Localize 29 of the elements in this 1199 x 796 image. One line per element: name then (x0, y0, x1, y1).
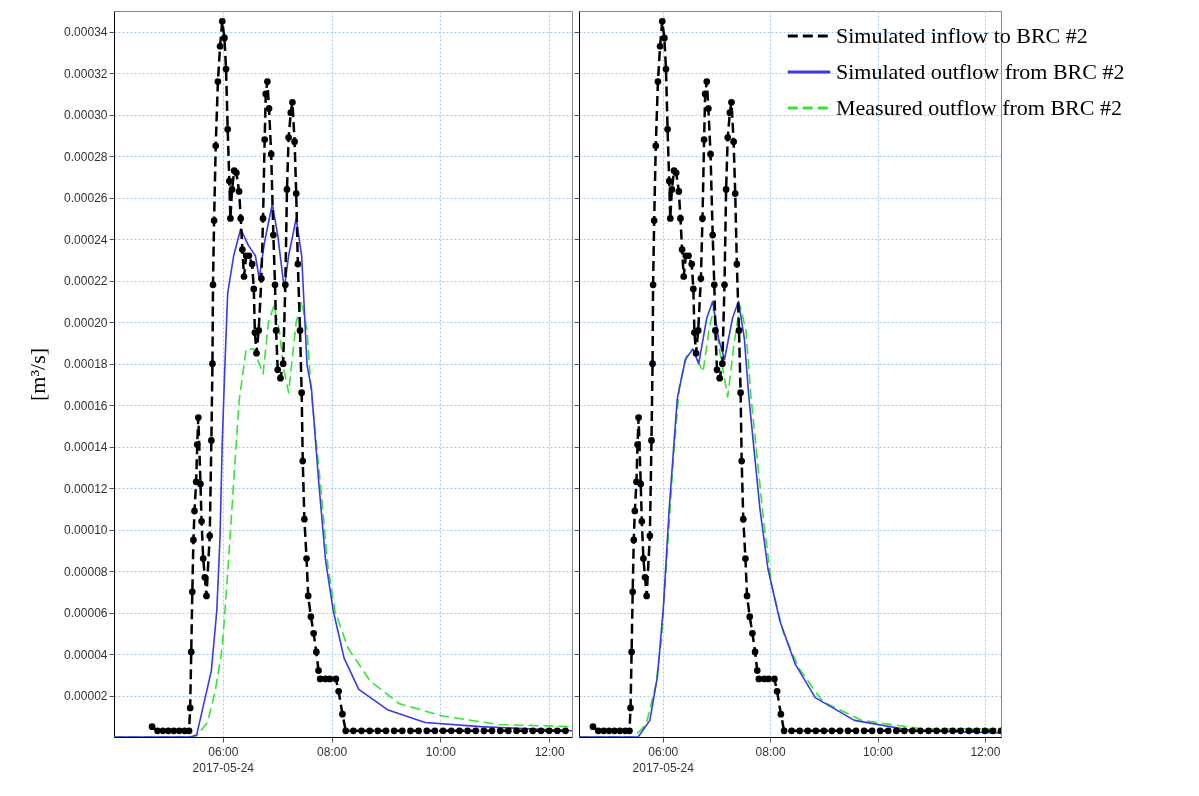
y-tick-label: 0.00016 (64, 398, 108, 413)
x-tick-label: 10:00 (863, 744, 894, 759)
legend-label: Simulated inflow to BRC #2 (836, 23, 1088, 48)
y-axis-title: [m³/s] (25, 347, 51, 402)
y-tick-label: 0.00002 (64, 689, 108, 704)
y-tick-label: 0.00006 (64, 606, 108, 621)
y-tick-label: 0.00010 (64, 523, 108, 538)
legend-label: Measured outflow from BRC #2 (836, 95, 1122, 120)
y-tick-label: 0.00012 (64, 481, 108, 496)
y-tick-label: 0.00030 (64, 108, 108, 123)
y-tick-label: 0.00004 (64, 647, 108, 662)
y-tick-label: 0.00024 (64, 232, 108, 247)
y-tick-label: 0.00014 (64, 440, 108, 455)
y-tick-label: 0.00026 (64, 191, 108, 206)
x-tick-label: 06:00 2017-05-24 (632, 744, 695, 775)
legend-label: Simulated outflow from BRC #2 (836, 59, 1125, 84)
x-tick-label: 08:00 (755, 744, 786, 759)
x-tick-label: 12:00 (534, 744, 565, 759)
x-tick-label: 06:00 2017-05-24 (192, 744, 255, 775)
y-tick-label: 0.00034 (64, 25, 108, 40)
y-tick-label: 0.00032 (64, 66, 108, 81)
y-tick-label: 0.00022 (64, 274, 108, 289)
x-tick-label: 08:00 (317, 744, 348, 759)
y-tick-label: 0.00018 (64, 357, 108, 372)
y-tick-label: 0.00020 (64, 315, 108, 330)
x-tick-label: 10:00 (425, 744, 457, 759)
y-tick-label: 0.00008 (64, 564, 108, 579)
x-tick-label: 12:00 (970, 744, 1001, 759)
y-tick-label: 0.00028 (64, 149, 108, 164)
